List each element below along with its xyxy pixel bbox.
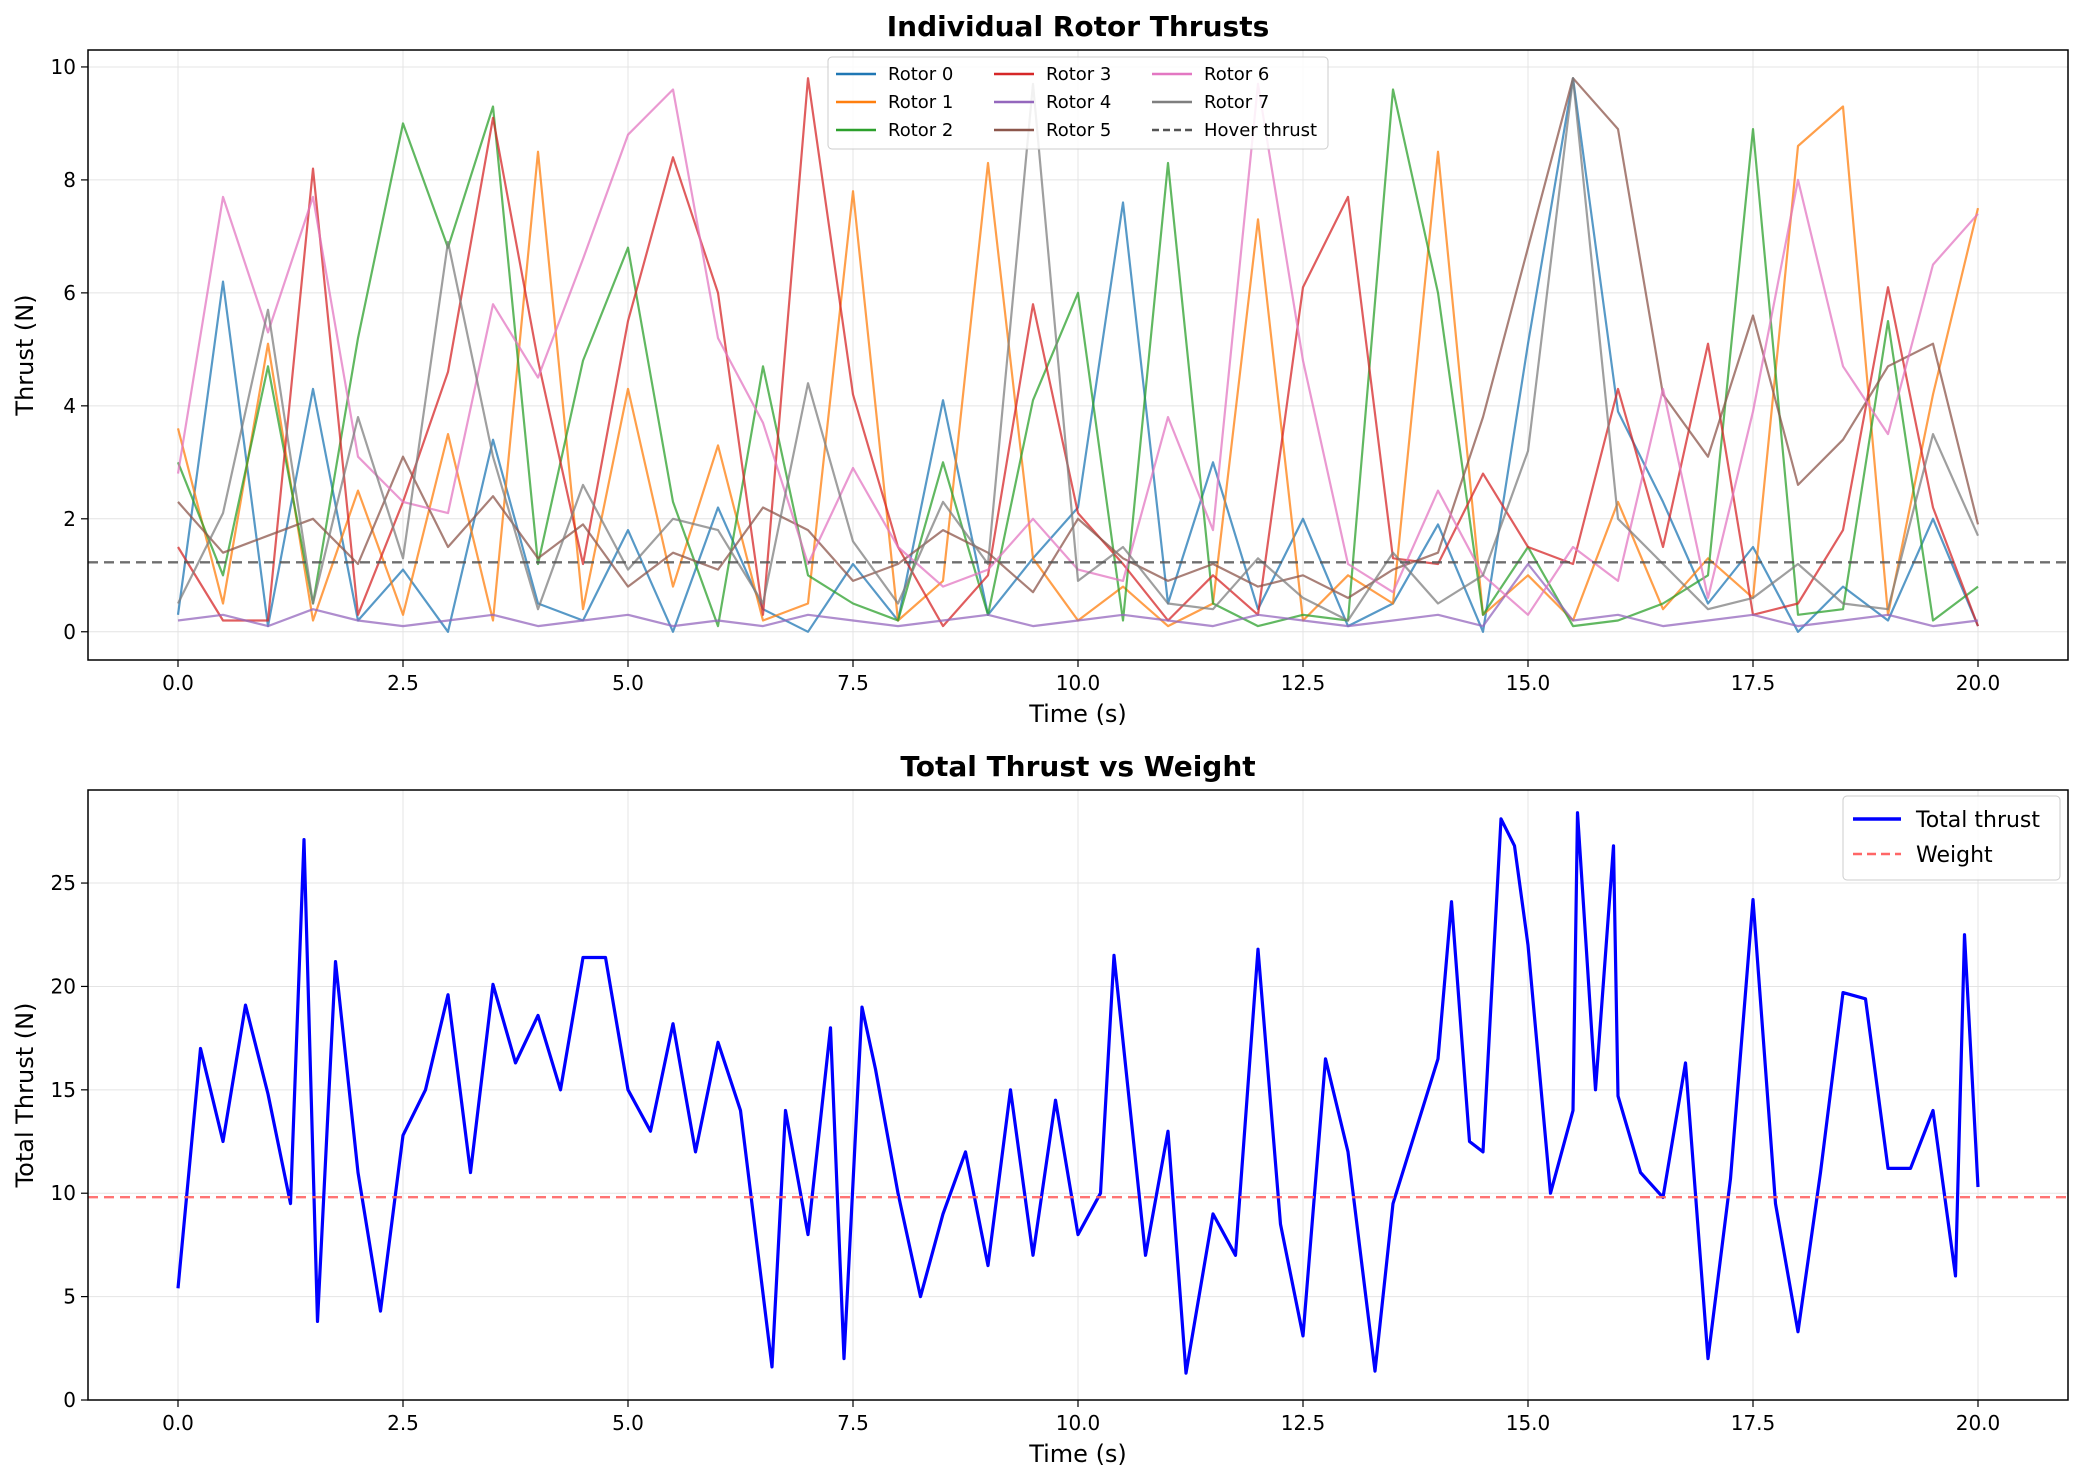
legend-label-rotor-7: Rotor 7 xyxy=(1204,92,1269,113)
y-tick-label: 4 xyxy=(63,394,76,418)
x-tick-label: 2.5 xyxy=(387,671,419,695)
x-tick-label: 20.0 xyxy=(1956,1411,2001,1435)
x-tick-label: 15.0 xyxy=(1506,1411,1551,1435)
series-rotor-0-line xyxy=(176,77,1980,633)
legend-box xyxy=(827,56,1329,150)
y-tick-label: 25 xyxy=(51,871,76,895)
y-tick-label: 20 xyxy=(51,974,76,998)
legend-box xyxy=(1842,795,2061,881)
series-total-thrust-line xyxy=(176,811,1980,1375)
y-tick-label: 8 xyxy=(63,168,76,192)
legend-label-rotor-1: Rotor 1 xyxy=(888,92,953,113)
legend-label-weight: Weight xyxy=(1916,843,1993,868)
y-axis-label: Total Thrust (N) xyxy=(11,1003,39,1189)
legend-label-rotor-4: Rotor 4 xyxy=(1046,92,1111,113)
x-tick-label: 12.5 xyxy=(1281,671,1326,695)
y-axis-ticks: 0 2 4 6 8 10 xyxy=(51,55,88,644)
chart-title: Total Thrust vs Weight xyxy=(900,750,1255,783)
y-tick-label: 6 xyxy=(63,281,76,305)
x-axis-label: Time (s) xyxy=(1028,700,1127,728)
y-tick-label: 10 xyxy=(51,1181,76,1205)
x-axis-ticks: 0.0 2.5 5.0 7.5 10.0 12.5 15.0 17.5 20.0 xyxy=(162,660,2000,695)
legend-label-rotor-5: Rotor 5 xyxy=(1046,120,1111,141)
x-tick-label: 20.0 xyxy=(1956,671,2001,695)
series-rotor-2-line xyxy=(176,88,1979,628)
legend: Total thrust Weight xyxy=(1842,795,2061,881)
legend-label-rotor-0: Rotor 0 xyxy=(888,64,953,85)
x-tick-label: 5.0 xyxy=(612,671,644,695)
x-tick-label: 7.5 xyxy=(837,1411,869,1435)
x-tick-label: 10.0 xyxy=(1056,671,1101,695)
series-rotor-7-line xyxy=(177,77,1980,622)
chart-individual-rotor-thrusts: Individual Rotor Thrusts 0.0 2.5 5.0 7.5 10.… xyxy=(11,10,2069,728)
y-tick-label: 0 xyxy=(63,1388,76,1412)
series-rotor-5-line xyxy=(177,77,1980,600)
y-axis-ticks: 0 5 10 15 20 25 xyxy=(51,871,88,1412)
legend-label-rotor-6: Rotor 6 xyxy=(1204,64,1269,85)
legend-label-hover-thrust: Hover thrust xyxy=(1204,120,1317,141)
x-tick-label: 5.0 xyxy=(612,1411,644,1435)
y-tick-label: 15 xyxy=(51,1078,76,1102)
legend-label-rotor-3: Rotor 3 xyxy=(1046,64,1111,85)
y-tick-label: 10 xyxy=(51,55,76,79)
x-tick-label: 17.5 xyxy=(1731,1411,1776,1435)
legend-label-total-thrust: Total thrust xyxy=(1915,808,2040,833)
legend-label-rotor-2: Rotor 2 xyxy=(888,120,953,141)
y-tick-label: 2 xyxy=(63,507,76,531)
y-tick-label: 5 xyxy=(63,1285,76,1309)
y-axis-label: Thrust (N) xyxy=(11,294,39,416)
legend: Rotor 0 Rotor 1 Rotor 2 Rotor 3 Rotor 4 Rotor… xyxy=(827,56,1329,150)
x-axis-label: Time (s) xyxy=(1028,1440,1127,1468)
x-tick-label: 17.5 xyxy=(1731,671,1776,695)
x-axis-ticks: 0.0 2.5 5.0 7.5 10.0 12.5 15.0 17.5 20.0 xyxy=(162,1400,2000,1435)
x-tick-label: 12.5 xyxy=(1281,1411,1326,1435)
series-rotor-3-line xyxy=(177,77,1980,628)
chart-total-thrust-vs-weight: Total Thrust vs Weight 0.0 2.5 5.0 7.5 10.0 1… xyxy=(11,750,2069,1468)
x-tick-label: 2.5 xyxy=(387,1411,419,1435)
x-tick-label: 0.0 xyxy=(162,1411,194,1435)
x-tick-label: 0.0 xyxy=(162,671,194,695)
x-tick-label: 15.0 xyxy=(1506,671,1551,695)
x-tick-label: 10.0 xyxy=(1056,1411,1101,1435)
chart-title: Individual Rotor Thrusts xyxy=(887,10,1270,43)
series-rotor-4-line xyxy=(177,562,1979,628)
x-tick-label: 7.5 xyxy=(837,671,869,695)
y-tick-label: 0 xyxy=(63,620,76,644)
